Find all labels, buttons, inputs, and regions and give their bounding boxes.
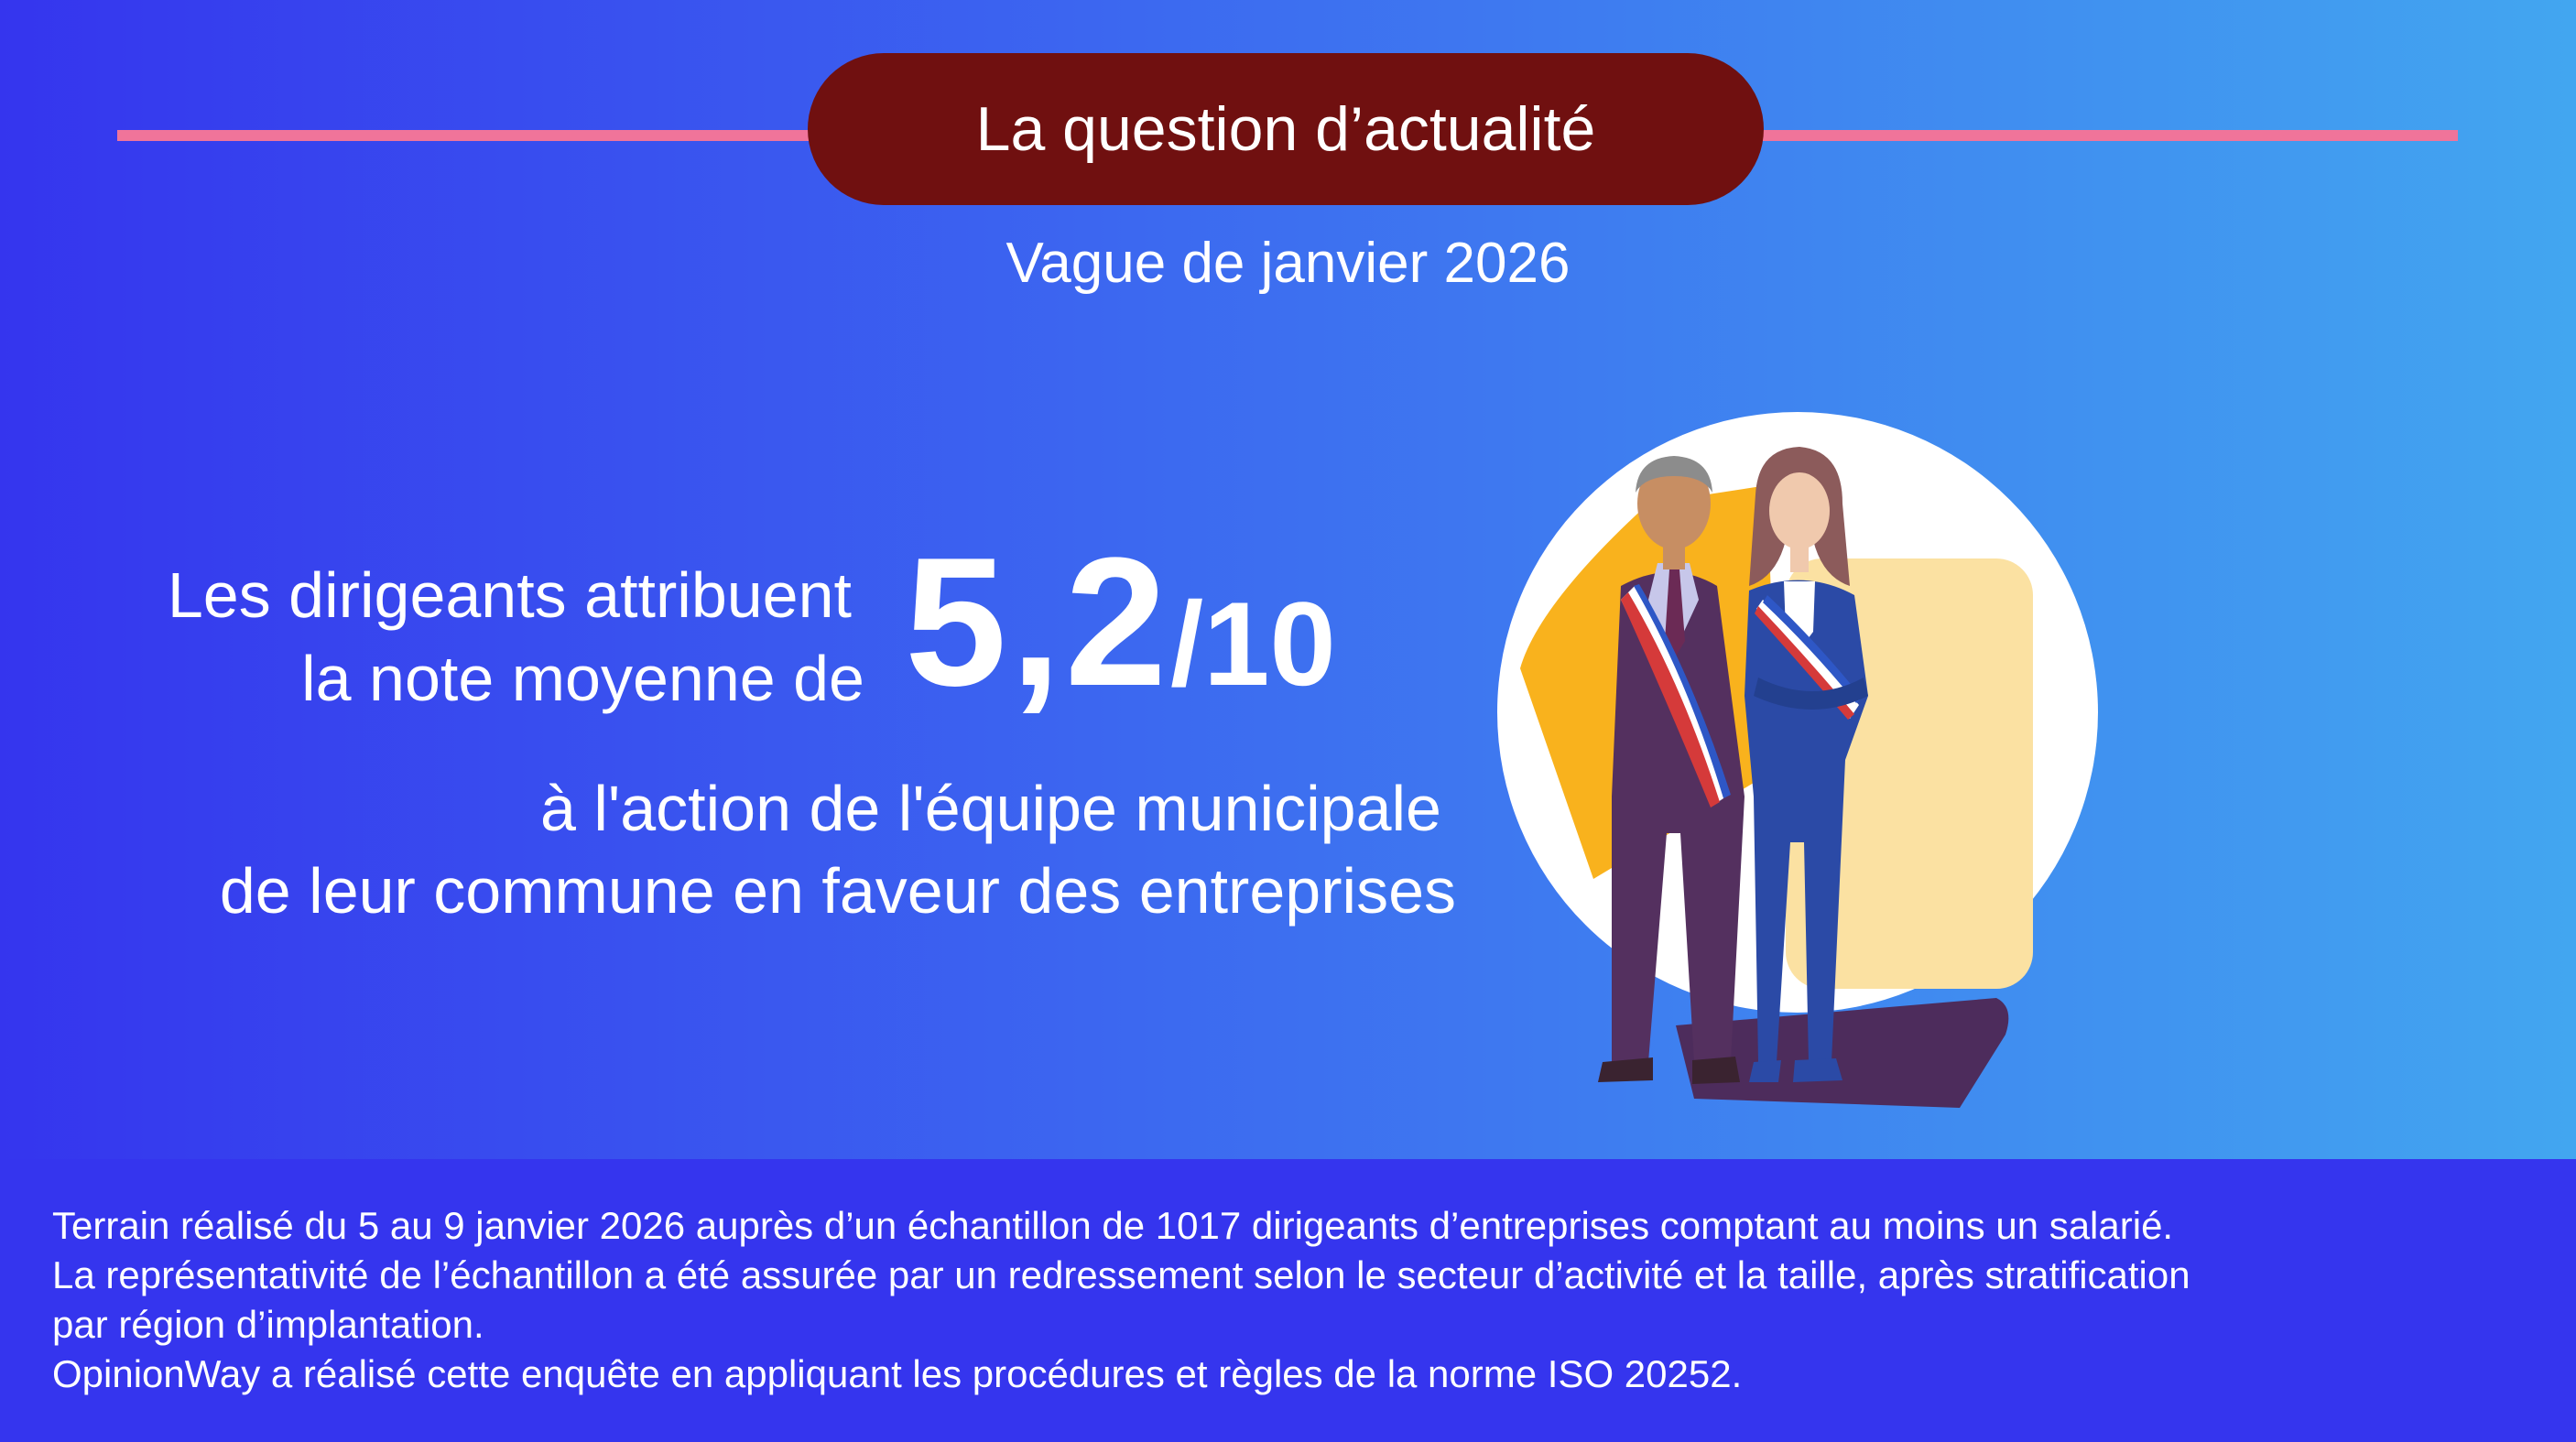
score-display: 5,2/10 — [905, 531, 1336, 714]
score-value: 5,2 — [905, 520, 1171, 724]
male-mayor-figure — [1598, 456, 1745, 1084]
mayors-with-sashes-illustration — [1497, 412, 2098, 1108]
header-divider-right — [1749, 130, 2458, 141]
headline-line-3: à l'action de l'équipe municipale — [539, 773, 1441, 844]
header-title-badge: La question d’actualité — [808, 53, 1764, 205]
methodology-line: Terrain réalisé du 5 au 9 janvier 2026 a… — [52, 1204, 2174, 1247]
methodology-text: Terrain réalisé du 5 au 9 janvier 2026 a… — [52, 1201, 2525, 1399]
headline-line-2: la note moyenne de — [301, 643, 864, 714]
header-title: La question d’actualité — [975, 94, 1596, 164]
methodology-line: La représentativité de l’échantillon a é… — [52, 1253, 2190, 1296]
headline-line-1: Les dirigeants attribuent — [167, 559, 852, 631]
female-mayor-figure — [1745, 447, 1868, 1082]
methodology-line: par région d’implantation. — [52, 1303, 484, 1346]
methodology-line: OpinionWay a réalisé cette enquête en ap… — [52, 1352, 1743, 1395]
methodology-footer — [0, 1159, 2576, 1442]
survey-wave: Vague de janvier 2026 — [1005, 232, 1571, 295]
header-divider-left — [117, 130, 822, 141]
headline-line-4: de leur commune en faveur des entreprise… — [219, 855, 1456, 927]
score-denominator: /10 — [1170, 577, 1336, 710]
